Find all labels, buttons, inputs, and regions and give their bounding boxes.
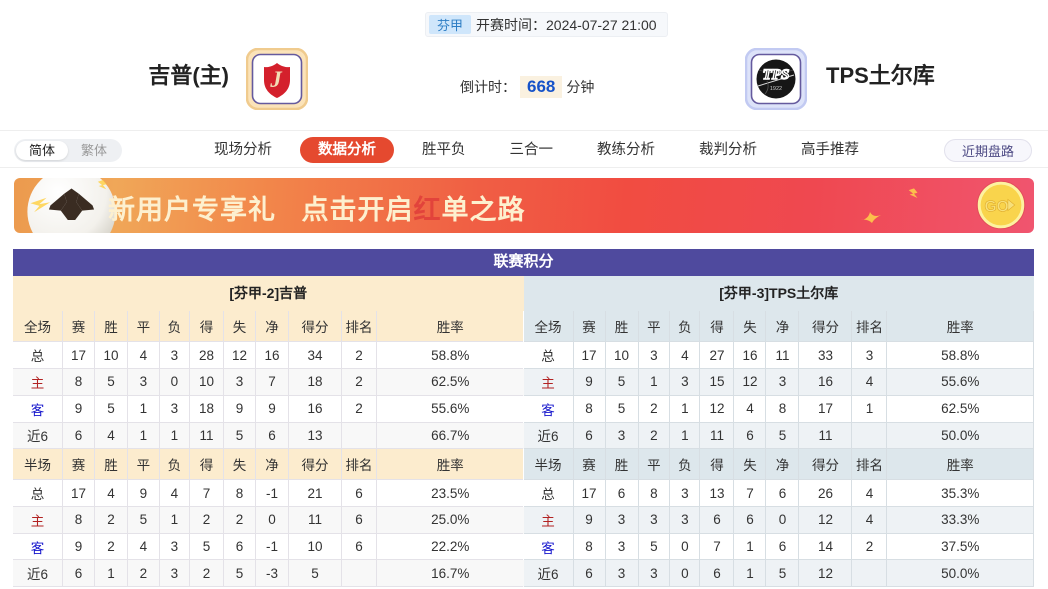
svg-text:J: J bbox=[269, 67, 283, 92]
svg-text:1922: 1922 bbox=[770, 86, 782, 92]
svg-text:TPS: TPS bbox=[763, 67, 790, 83]
svg-text:GO: GO bbox=[984, 198, 1008, 215]
